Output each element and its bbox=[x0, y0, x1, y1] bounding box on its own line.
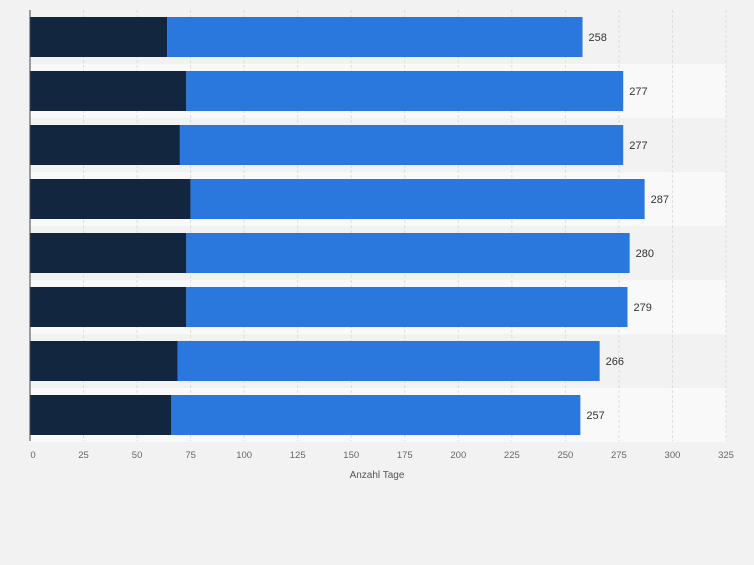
x-tick-label: 0 bbox=[30, 450, 35, 461]
bar-total-label: 258 bbox=[589, 32, 607, 44]
bar-total-label: 287 bbox=[651, 194, 669, 206]
x-tick-label: 25 bbox=[78, 450, 89, 461]
bar-segment-dark bbox=[30, 17, 168, 57]
x-tick-label: 300 bbox=[665, 450, 681, 461]
bar-segment-blue bbox=[186, 71, 624, 111]
x-tick-label: 75 bbox=[185, 450, 196, 461]
value-labels: 258 277 277 287 280 279 266 257 bbox=[586, 32, 669, 422]
x-axis-ticks: 0 25 50 75 100 125 150 175 200 225 250 275 300 325 bbox=[30, 450, 734, 461]
bar-total-label: 277 bbox=[629, 86, 647, 98]
bar-segment-blue bbox=[190, 179, 645, 219]
x-tick-label: 325 bbox=[718, 450, 734, 461]
bars bbox=[30, 17, 645, 435]
bar-segment-dark bbox=[30, 233, 187, 273]
bar-total-label: 257 bbox=[586, 410, 604, 422]
x-axis-title: Anzahl Tage bbox=[350, 470, 405, 481]
x-tick-label: 250 bbox=[557, 450, 573, 461]
bar-segment-blue bbox=[171, 395, 581, 435]
bar-total-label: 279 bbox=[633, 302, 651, 314]
x-tick-label: 225 bbox=[504, 450, 520, 461]
bar-segment-dark bbox=[30, 125, 180, 165]
x-tick-label: 175 bbox=[397, 450, 413, 461]
bar-segment-dark bbox=[30, 71, 187, 111]
x-tick-label: 150 bbox=[343, 450, 359, 461]
bar-segment-blue bbox=[167, 17, 583, 57]
x-tick-label: 200 bbox=[450, 450, 466, 461]
x-tick-label: 100 bbox=[236, 450, 252, 461]
bar-segment-blue bbox=[186, 233, 630, 273]
x-tick-label: 125 bbox=[290, 450, 306, 461]
bar-total-label: 266 bbox=[606, 356, 624, 368]
bar-segment-blue bbox=[179, 125, 624, 165]
bar-segment-dark bbox=[30, 179, 191, 219]
bar-total-label: 277 bbox=[629, 140, 647, 152]
bar-segment-blue bbox=[177, 341, 600, 381]
bar-segment-blue bbox=[186, 287, 628, 327]
bar-segment-dark bbox=[30, 287, 187, 327]
bar-segment-dark bbox=[30, 395, 172, 435]
bar-total-label: 280 bbox=[636, 248, 654, 260]
bar-segment-dark bbox=[30, 341, 178, 381]
x-tick-label: 50 bbox=[132, 450, 143, 461]
x-tick-label: 275 bbox=[611, 450, 627, 461]
